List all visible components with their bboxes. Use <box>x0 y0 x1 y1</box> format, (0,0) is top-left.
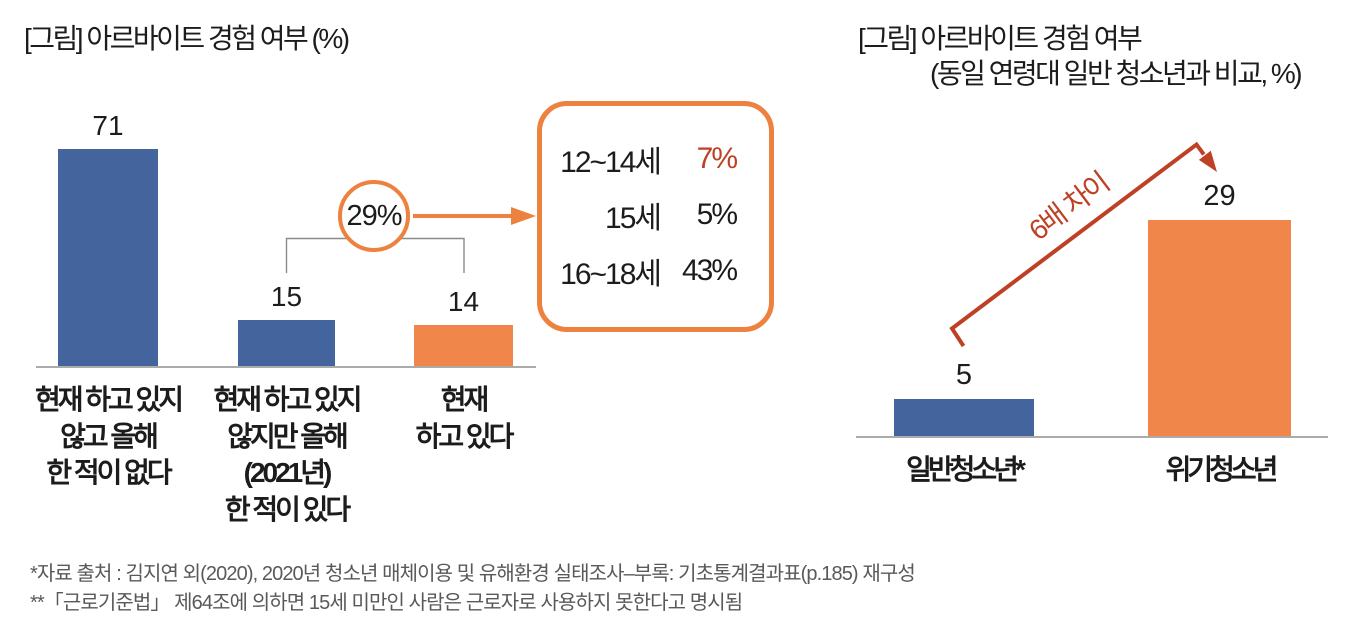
left-cat-label-2: 현재 하고 있지 않지만 올해 (2021년) 한 적이 있다 <box>213 384 362 525</box>
callout-age-label: 15세 <box>605 202 662 235</box>
bar <box>1148 220 1291 436</box>
comparison-arrow-line <box>949 141 1206 348</box>
bar-value-label: 14 <box>447 286 480 317</box>
bracket-total-label: 29% <box>346 199 402 232</box>
bar-group-3: 14 <box>414 0 513 366</box>
bar-group-5: 29 <box>1148 0 1291 436</box>
right-chart-title-line2: (동일 연령대 일반 청소년과 비교, %) <box>930 58 1303 89</box>
bracket-total-badge: 29% <box>338 180 410 252</box>
footnotes: *자료 출처 : 김지연 외(2020), 2020년 청소년 매체이용 및 유… <box>30 563 916 614</box>
bar-value-label: 15 <box>270 281 303 312</box>
callout-row: 12~14세 7% <box>542 131 769 187</box>
bar <box>58 149 158 366</box>
right-cat-label-2: 위기청소년 <box>1165 454 1279 485</box>
bar-value-label: 71 <box>92 110 124 141</box>
bar-group-2: 15 <box>238 0 335 366</box>
bar-value-label: 29 <box>1203 180 1236 212</box>
callout-age-label: 12~14세 <box>560 146 662 179</box>
bar-group-4: 5 <box>894 0 1034 436</box>
bar-group-1: 71 <box>58 0 158 366</box>
callout-row: 15세 5% <box>542 187 769 243</box>
right-chart-title-line1: [그림] 아르바이트 경험 여부 <box>858 23 1143 54</box>
comparison-arrow-head <box>1198 150 1217 172</box>
bar <box>414 325 513 366</box>
left-cat-label-1: 현재 하고 있지 않고 올해 한 적이 없다 <box>34 384 184 488</box>
callout-arrow-icon <box>413 207 536 225</box>
callout-value: 5% <box>696 198 738 231</box>
callout-arrow-head <box>511 207 536 225</box>
left-chart-title: [그림] 아르바이트 경험 여부 (%) <box>24 23 350 54</box>
bar-value-label: 5 <box>955 359 973 391</box>
comparison-arrow-icon <box>949 141 1217 348</box>
left-x-axis <box>36 366 536 368</box>
bar <box>238 320 335 366</box>
callout-value: 7% <box>696 142 738 175</box>
right-x-axis <box>856 436 1328 438</box>
age-breakdown-callout: 12~14세 7% 15세 5% 16~18세 43% <box>537 101 774 332</box>
callout-row: 16~18세 43% <box>542 243 769 299</box>
callout-value: 43% <box>681 254 738 287</box>
bar <box>894 399 1034 436</box>
left-cat-label-3: 현재 하고 있다 <box>415 384 515 452</box>
right-cat-label-1: 일반청소년* <box>906 454 1026 485</box>
callout-age-label: 16~18세 <box>560 258 662 291</box>
